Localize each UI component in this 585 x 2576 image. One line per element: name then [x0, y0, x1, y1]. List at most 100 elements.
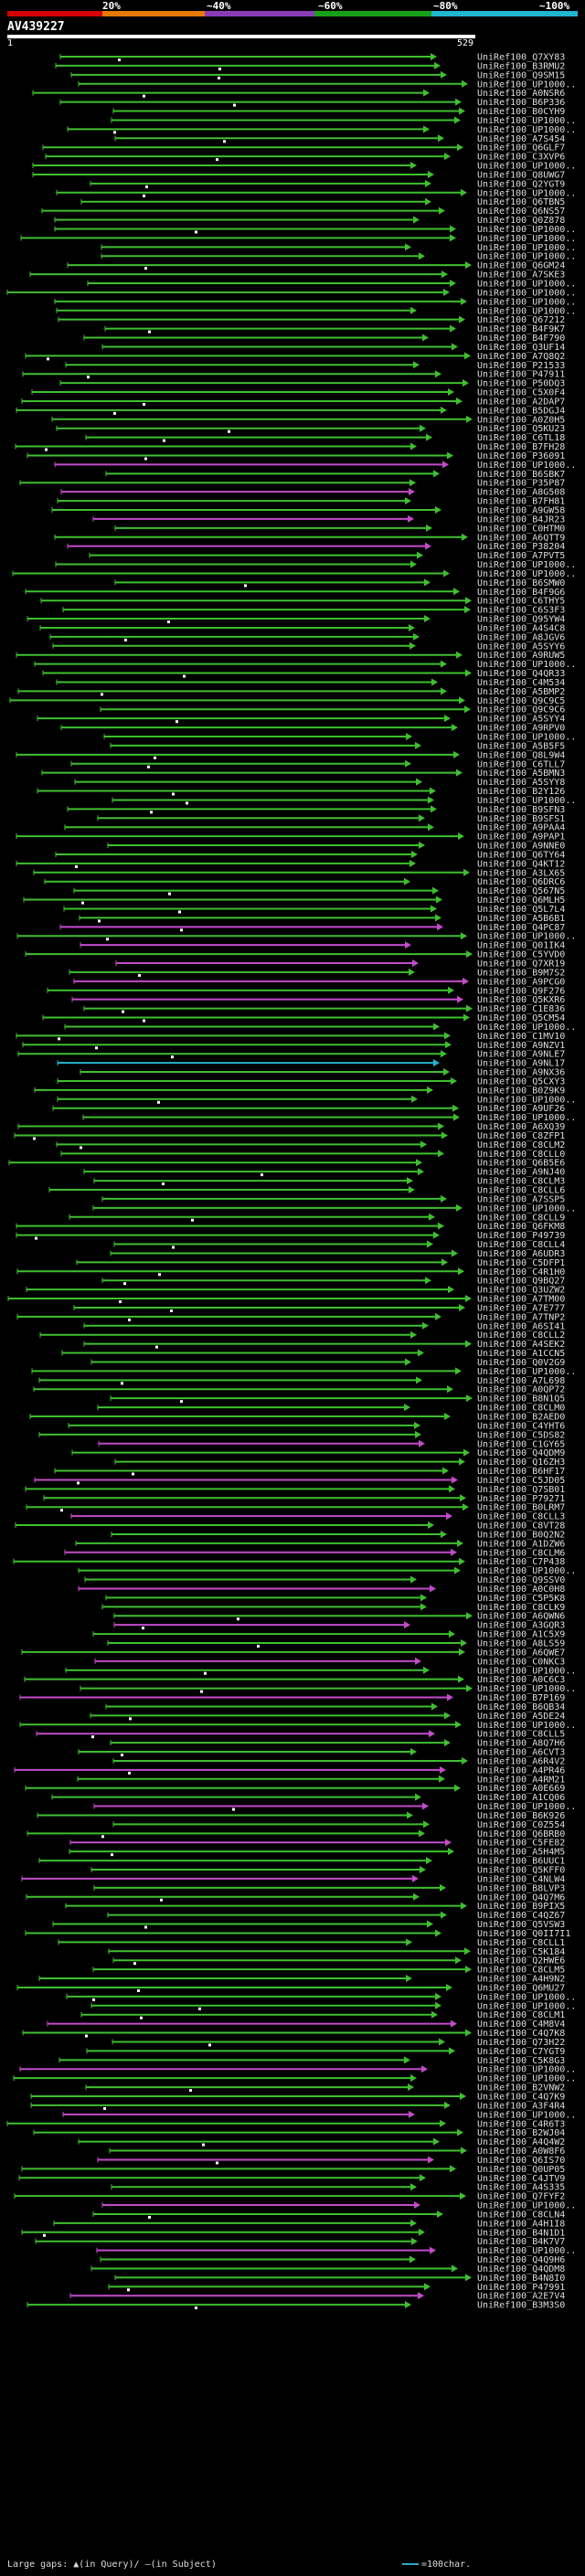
hit-label[interactable]: UniRef100_UP1000..: [477, 1566, 576, 1576]
hit-label[interactable]: UniRef100_Q7XR19: [477, 959, 565, 970]
hit-row[interactable]: UniRef100_A8G508: [60, 488, 565, 498]
hit-row[interactable]: UniRef100_A1CCN5: [61, 1349, 565, 1359]
hit-label[interactable]: UniRef100_Q0Z878: [477, 216, 565, 226]
hit-label[interactable]: UniRef100_Q01IK4: [477, 941, 565, 951]
hit-row[interactable]: UniRef100_A4RM21: [77, 1775, 565, 1785]
hit-label[interactable]: UniRef100_B6P336: [477, 98, 565, 108]
hit-row[interactable]: UniRef100_A9PAP1: [16, 832, 565, 843]
hit-row[interactable]: UniRef100_A8Q7H6: [110, 1739, 565, 1749]
hit-label[interactable]: UniRef100_A7L698: [477, 1376, 565, 1386]
hit-label[interactable]: UniRef100_Q6GLF7: [477, 143, 565, 154]
hit-label[interactable]: UniRef100_A0C0H8: [477, 1585, 565, 1595]
hit-label[interactable]: UniRef100_A7TNP2: [477, 1312, 565, 1322]
hit-label[interactable]: UniRef100_UP1000..: [477, 932, 576, 942]
hit-label[interactable]: UniRef100_UP1000..: [477, 733, 576, 743]
hit-row[interactable]: UniRef100_C4Q7K9: [30, 2093, 565, 2103]
hit-label[interactable]: UniRef100_UP1000..: [477, 1023, 576, 1033]
hit-row[interactable]: UniRef100_B8LVP3: [93, 1883, 565, 1893]
hit-row[interactable]: UniRef100_B4N1D1: [21, 2228, 565, 2238]
hit-row[interactable]: UniRef100_Q7FYF2: [14, 2192, 565, 2202]
hit-row[interactable]: UniRef100_C0HTM0: [114, 524, 565, 534]
hit-label[interactable]: UniRef100_Q567N5: [477, 886, 565, 896]
hit-label[interactable]: UniRef100_C6TL18: [477, 433, 565, 443]
hit-row[interactable]: UniRef100_C4QZ67: [107, 1911, 565, 1921]
hit-row[interactable]: UniRef100_B4F790: [83, 334, 565, 344]
hit-row[interactable]: UniRef100_UP1000..: [54, 297, 576, 307]
hit-row[interactable]: UniRef100_A1DZW6: [75, 1539, 565, 1549]
hit-row[interactable]: UniRef100_Q9F276: [47, 986, 565, 996]
hit-label[interactable]: UniRef100_Q8L9W4: [477, 750, 565, 760]
hit-label[interactable]: UniRef100_B8N1Q5: [477, 1394, 565, 1405]
hit-row[interactable]: UniRef100_A9UF26: [52, 1104, 565, 1114]
hit-row[interactable]: UniRef100_Q6GM24: [67, 261, 565, 271]
hit-row[interactable]: UniRef100_C8CLL2: [39, 1330, 565, 1341]
hit-label[interactable]: UniRef100_UP1000..: [477, 1684, 576, 1694]
hit-row[interactable]: UniRef100_Q9SSV0: [84, 1575, 565, 1585]
hit-row[interactable]: UniRef100_A9RUW5: [16, 651, 565, 661]
hit-row[interactable]: UniRef100_A5B6B1: [79, 914, 565, 924]
hit-label[interactable]: UniRef100_A7E777: [477, 1303, 565, 1313]
hit-label[interactable]: UniRef100_A8LS59: [477, 1639, 565, 1649]
hit-label[interactable]: UniRef100_A7SSP5: [477, 1194, 565, 1204]
hit-label[interactable]: UniRef100_P21533: [477, 361, 565, 371]
hit-row[interactable]: UniRef100_UP1000..: [16, 932, 576, 942]
hit-row[interactable]: UniRef100_C8VT28: [15, 1521, 565, 1532]
hit-label[interactable]: UniRef100_A5B6B1: [477, 914, 565, 924]
hit-label[interactable]: UniRef100_C0Z554: [477, 1820, 565, 1830]
hit-label[interactable]: UniRef100_Q6MU27: [477, 1983, 565, 1993]
hit-label[interactable]: UniRef100_Q6TY64: [477, 850, 565, 860]
hit-label[interactable]: UniRef100_Q3UF14: [477, 343, 565, 353]
hit-label[interactable]: UniRef100_Q73H22: [477, 2038, 565, 2048]
hit-row[interactable]: UniRef100_Q3UZW2: [26, 1286, 565, 1296]
hit-label[interactable]: UniRef100_C8CLM2: [477, 1140, 565, 1150]
hit-label[interactable]: UniRef100_A9NZV1: [477, 1041, 565, 1051]
hit-row[interactable]: UniRef100_Q3UF14: [101, 343, 565, 353]
hit-label[interactable]: UniRef100_Q3UZW2: [477, 1286, 565, 1296]
hit-row[interactable]: UniRef100_B4K7V7: [35, 2237, 565, 2247]
hit-row[interactable]: UniRef100_C8CLL5: [36, 1730, 565, 1740]
hit-label[interactable]: UniRef100_A3GQR3: [477, 1621, 565, 1631]
hit-row[interactable]: UniRef100_Q4QDM9: [71, 1448, 565, 1458]
hit-label[interactable]: UniRef100_C8CLK9: [477, 1603, 565, 1613]
hit-row[interactable]: UniRef100_UP1000..: [78, 80, 576, 90]
hit-label[interactable]: UniRef100_B0LRM7: [477, 1503, 565, 1513]
hit-label[interactable]: UniRef100_UP1000..: [477, 2001, 576, 2011]
hit-label[interactable]: UniRef100_B0Q2N2: [477, 1530, 565, 1540]
hit-row[interactable]: UniRef100_UP1000..: [34, 660, 576, 670]
hit-row[interactable]: UniRef100_A1CQ06: [51, 1793, 565, 1803]
hit-row[interactable]: UniRef100_C8CLN4: [92, 2210, 565, 2220]
hit-label[interactable]: UniRef100_C8CLL0: [477, 1150, 565, 1160]
hit-row[interactable]: UniRef100_Q6B5E6: [8, 1159, 565, 1169]
hit-label[interactable]: UniRef100_A6QTT9: [477, 533, 565, 543]
hit-row[interactable]: UniRef100_C1MV10: [16, 1032, 565, 1042]
hit-label[interactable]: UniRef100_UP1000..: [477, 1802, 576, 1812]
hit-row[interactable]: UniRef100_A7L698: [38, 1376, 565, 1386]
hit-row[interactable]: UniRef100_A4PR46: [14, 1765, 565, 1776]
hit-label[interactable]: UniRef100_A0NSR6: [477, 89, 565, 99]
hit-label[interactable]: UniRef100_UP1000..: [477, 252, 576, 262]
hit-row[interactable]: UniRef100_UP1000..: [62, 2110, 576, 2120]
hit-row[interactable]: UniRef100_Q7SB01: [25, 1485, 565, 1495]
hit-label[interactable]: UniRef100_A5BMN3: [477, 769, 565, 779]
hit-label[interactable]: UniRef100_UP1000..: [477, 125, 576, 135]
hit-label[interactable]: UniRef100_B2AED0: [477, 1413, 565, 1423]
hit-row[interactable]: UniRef100_A0C6C3: [24, 1675, 565, 1685]
hit-row[interactable]: UniRef100_A4Q4W2: [78, 2137, 565, 2147]
hit-label[interactable]: UniRef100_UP1000..: [477, 2201, 576, 2211]
hit-label[interactable]: UniRef100_C5FE82: [477, 1839, 565, 1849]
hit-label[interactable]: UniRef100_A4S4C8: [477, 623, 565, 633]
hit-row[interactable]: UniRef100_Q4QR33: [42, 669, 565, 679]
hit-row[interactable]: UniRef100_A4SEK2: [83, 1340, 565, 1350]
hit-label[interactable]: UniRef100_P35P87: [477, 479, 565, 489]
hit-row[interactable]: UniRef100_Q6NS57: [41, 207, 565, 217]
hit-label[interactable]: UniRef100_C7YGT9: [477, 2047, 565, 2057]
hit-row[interactable]: UniRef100_P49739: [16, 1231, 565, 1241]
hit-label[interactable]: UniRef100_B4JR23: [477, 514, 565, 525]
hit-row[interactable]: UniRef100_Q73H22: [112, 2038, 565, 2048]
hit-label[interactable]: UniRef100_A6UDR3: [477, 1249, 565, 1259]
hit-row[interactable]: UniRef100_B0LRM7: [26, 1503, 565, 1513]
hit-row[interactable]: UniRef100_Q2YGT9: [90, 179, 565, 189]
hit-label[interactable]: UniRef100_C4JTV9: [477, 2174, 565, 2184]
hit-row[interactable]: UniRef100_UP1000..: [13, 2074, 576, 2084]
hit-label[interactable]: UniRef100_C8CLM3: [477, 1177, 565, 1187]
